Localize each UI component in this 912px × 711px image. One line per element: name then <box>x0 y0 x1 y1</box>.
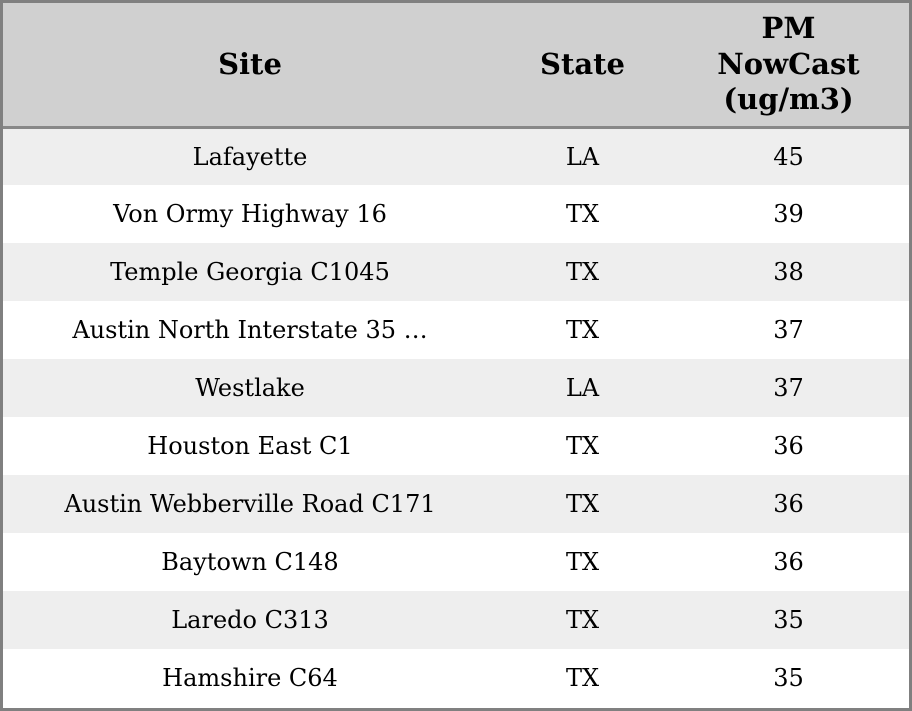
table-row: Hamshire C64 TX 35 <box>3 649 909 707</box>
state-cell: TX <box>497 649 668 707</box>
pm-value-cell: 37 <box>668 301 909 359</box>
site-data-table: Site State PM NowCast (ug/m3) Lafayette L… <box>3 3 909 707</box>
state-cell: TX <box>497 417 668 475</box>
col-header-state: State <box>497 3 668 129</box>
pm-value-cell: 36 <box>668 475 909 533</box>
pm-value-cell: 35 <box>668 649 909 707</box>
header-row: Site State PM NowCast (ug/m3) <box>3 3 909 129</box>
col-header-state-label: State <box>540 46 625 81</box>
pm-value-cell: 35 <box>668 591 909 649</box>
table-row: Lafayette LA 45 <box>3 127 909 185</box>
site-cell: Austin Webberville Road C171 <box>3 475 497 533</box>
site-cell: Von Ormy Highway 16 <box>3 185 497 243</box>
site-cell: Laredo C313 <box>3 591 497 649</box>
table-row: Von Ormy Highway 16 TX 39 <box>3 185 909 243</box>
col-header-pm-nowcast-label: PM NowCast (ug/m3) <box>717 11 860 116</box>
pm-value-cell: 36 <box>668 417 909 475</box>
table-row: Baytown C148 TX 36 <box>3 533 909 591</box>
pm-value-cell: 39 <box>668 185 909 243</box>
state-cell: LA <box>497 127 668 185</box>
state-cell: TX <box>497 301 668 359</box>
state-cell: TX <box>497 591 668 649</box>
pm-value-cell: 45 <box>668 127 909 185</box>
pm-value-cell: 38 <box>668 243 909 301</box>
site-cell: Temple Georgia C1045 <box>3 243 497 301</box>
site-cell: Hamshire C64 <box>3 649 497 707</box>
table-row: Laredo C313 TX 35 <box>3 591 909 649</box>
state-cell: TX <box>497 533 668 591</box>
table-row: Houston East C1 TX 36 <box>3 417 909 475</box>
site-cell: Houston East C1 <box>3 417 497 475</box>
pm-value-cell: 36 <box>668 533 909 591</box>
state-cell: TX <box>497 475 668 533</box>
col-header-pm-nowcast: PM NowCast (ug/m3) <box>668 3 909 129</box>
site-cell: Westlake <box>3 359 497 417</box>
state-cell: TX <box>497 243 668 301</box>
col-header-site: Site <box>3 3 497 129</box>
site-cell: Baytown C148 <box>3 533 497 591</box>
col-header-site-label: Site <box>218 46 282 81</box>
site-cell: Lafayette <box>3 127 497 185</box>
pm-value-cell: 37 <box>668 359 909 417</box>
table-row: Austin North Interstate 35 … TX 37 <box>3 301 909 359</box>
site-cell: Austin North Interstate 35 … <box>3 301 497 359</box>
state-cell: LA <box>497 359 668 417</box>
table-row: Temple Georgia C1045 TX 38 <box>3 243 909 301</box>
table-row: Westlake LA 37 <box>3 359 909 417</box>
state-cell: TX <box>497 185 668 243</box>
table-body: Lafayette LA 45 Von Ormy Highway 16 TX 39 Temp… <box>3 127 909 707</box>
table-row: Austin Webberville Road C171 TX 36 <box>3 475 909 533</box>
